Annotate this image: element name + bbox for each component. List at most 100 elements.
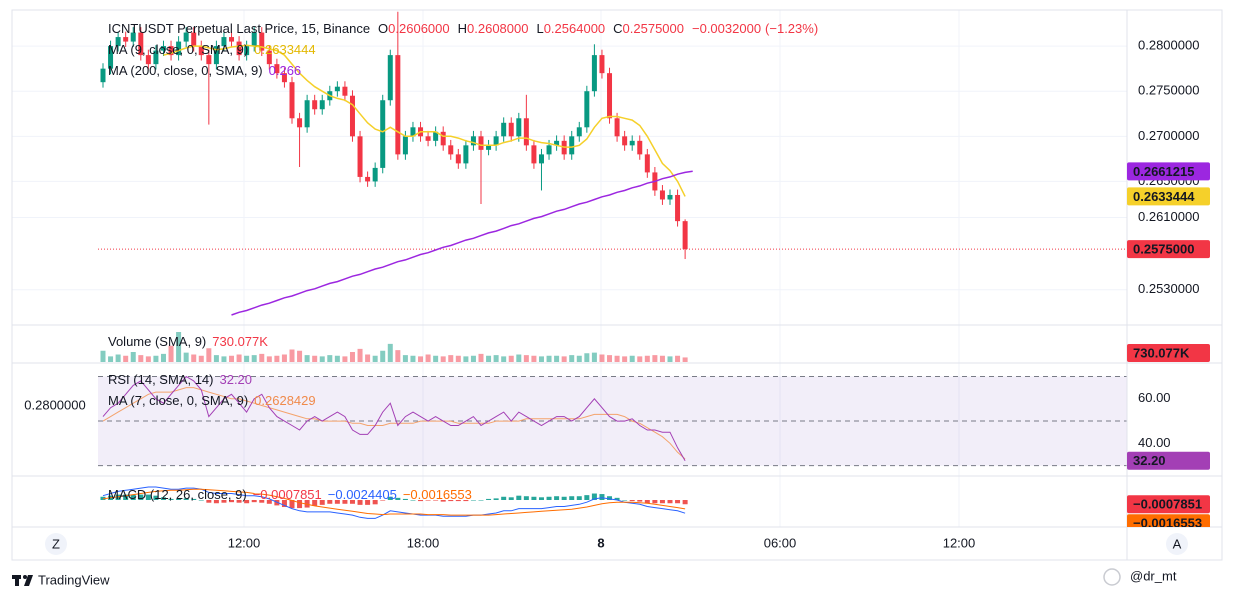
volume-bar [221,356,227,362]
candle-body [357,136,363,177]
value-tag [1127,187,1210,206]
volume-bar [372,355,378,362]
macd-histogram-bar [236,500,242,503]
macd-histogram-bar [130,494,136,501]
rsi-line [102,375,686,461]
scale-button-label[interactable]: Z [52,536,60,551]
volume-bar [554,355,560,362]
macd-histogram-bar [198,500,204,501]
macd-histogram-bar [675,500,681,504]
candle-body [546,145,552,155]
macd-histogram-bar [546,496,552,501]
value-tag-label: 0.2661215 [1133,164,1194,179]
value-tag-label: 0.2633444 [1133,189,1195,204]
volume-bar [357,348,363,362]
macd-histogram-bar [584,495,590,501]
scale-button-label[interactable]: A [1173,536,1182,551]
candle-body [123,37,129,42]
macd-histogram-bar [448,500,454,502]
volume-bar [183,352,189,362]
scale-button[interactable] [1166,533,1188,555]
volume-bar [115,354,121,362]
macd-histogram-bar [682,500,688,505]
y-tick-label: 0.2610000 [1138,209,1199,224]
volume-bar [629,355,635,362]
volume-bar [599,354,605,362]
macd-histogram-bar [576,496,582,501]
candle-body [629,140,635,146]
volume-legend: Volume (SMA, 9) 730.077K [108,334,268,349]
macd-histogram-bar [334,500,340,504]
volume-bar [244,355,250,362]
macd-histogram-bar [138,494,144,501]
candle-body [675,194,681,222]
brand-logo: TradingView [12,572,110,587]
candle-body [221,37,227,47]
scale-button[interactable] [45,533,67,555]
volume-bar [652,355,658,362]
macd-histogram-bar [659,500,665,504]
candle-body [168,46,174,56]
candle-body [297,118,303,128]
y-tick-label: 0.2750000 [1138,83,1199,98]
value-tag-label: 32.20 [1133,453,1166,468]
value-tag [1127,344,1210,362]
x-tick-label: 06:00 [764,535,797,550]
candle-body [304,100,310,128]
ohlc-value: 0.2606000 [388,21,449,36]
candle-body [516,118,522,137]
volume-bar [576,355,582,362]
candle-body [244,46,250,56]
macd-histogram-bar [622,500,628,501]
moving-average-line [231,170,693,316]
candle-body [576,127,582,137]
macd-histogram-bar [402,498,408,501]
candle-body [682,221,688,250]
macd-histogram-bar [266,500,272,504]
macd-histogram-bar [629,500,635,502]
candle-body [614,118,620,137]
x-tick-label: 12:00 [228,535,261,550]
volume-bar [659,355,665,362]
ma200-legend: MA (200, close, 0, SMA, 9) 0.266 [108,63,301,78]
candle-body [289,82,295,119]
macd-histogram-bar [349,500,355,504]
volume-bar [614,355,620,362]
volume-bar [176,332,182,362]
macd-histogram-bar [637,500,643,502]
macd-histogram-bar [153,495,159,501]
macd-histogram-bar [652,500,658,504]
macd-histogram-bar [251,500,257,503]
legend-name: MACD (12, 26, close, 9) [108,487,247,502]
candle-body [115,37,121,47]
volume-bar [486,355,492,362]
macd-histogram-bar [221,500,227,503]
volume-bar [365,354,371,362]
candle-body [334,86,340,92]
candle-body [531,145,537,164]
watermark-text: @dr_mt [1130,568,1177,583]
macd-histogram-bar [206,500,212,503]
volume-bar [675,355,681,362]
volume-bar [402,355,408,362]
macd-histogram-bar [478,500,484,501]
candle-body [667,194,673,200]
volume-bar [470,355,476,362]
volume-bar [425,354,431,362]
candle-body [395,55,401,155]
y-tick-label: 0.2700000 [1138,128,1199,143]
candle-body [319,100,325,110]
macd-histogram-bar [183,498,189,501]
macd-histogram-bar [115,494,121,501]
legend-layer: ICNTUSDT Perpetual Last Price, 15, Binan… [24,21,818,502]
candle-body [206,55,212,65]
macd-histogram-bar [289,500,295,509]
volume-bar [644,355,650,362]
moving-average-line [163,44,686,197]
rsi-legend: RSI (14, SMA, 14) 32.20 [108,372,252,387]
volume-bar [591,352,597,362]
ohlc-value: 0.2608000 [467,21,528,36]
macd-histogram-bar [523,496,529,501]
